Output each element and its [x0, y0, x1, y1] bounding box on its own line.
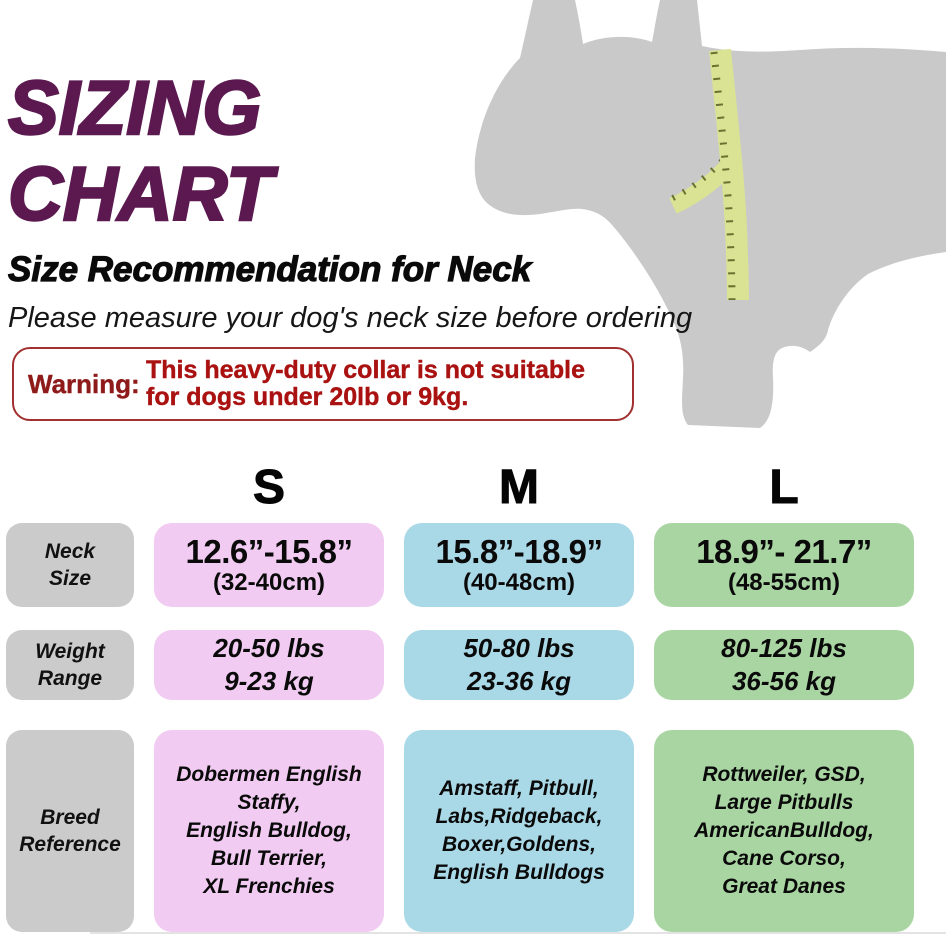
breed-line: Boxer,Goldens, — [441, 833, 597, 856]
breed-line: Bull Terrier, — [211, 847, 327, 870]
breed-cell-m: Amstaff, Pitbull, Labs,Ridgeback, Boxer,… — [404, 730, 634, 932]
column-header-m: M — [499, 461, 540, 515]
breed-line: Rottweiler, GSD, — [702, 763, 866, 786]
breed-line: AmericanBulldog, — [694, 819, 874, 842]
row-label-line: Reference — [19, 833, 121, 856]
dog-illustration — [430, 0, 946, 436]
french-bulldog-icon — [474, 0, 946, 428]
weight-lbs: 20-50 lbs — [213, 633, 325, 663]
page-title-line1: SIZING — [7, 65, 263, 153]
breed-cell-s: Dobermen English Staffy, English Bulldog… — [154, 730, 384, 932]
dog-silhouette — [474, 0, 946, 428]
breed-line: Cane Corso, — [722, 847, 846, 870]
breed-line: Large Pitbulls — [714, 791, 854, 814]
weight-lbs: 50-80 lbs — [463, 633, 575, 663]
header-spacer — [6, 460, 134, 515]
measure-instruction: Please measure your dog's neck size befo… — [8, 302, 693, 334]
breed-line: Great Danes — [722, 875, 846, 898]
weight-kg: 36-56 kg — [731, 666, 837, 696]
weight-cell-l: 80-125 lbs 36-56 kg — [654, 630, 914, 700]
neck-size-inches: 18.9”- 21.7” — [696, 533, 872, 570]
warning-message-line2: for dogs under 20lb or 9kg. — [146, 383, 469, 411]
neck-size-cell-l: 18.9”- 21.7” (48-55cm) — [654, 523, 914, 607]
warning-label: Warning: — [28, 368, 140, 399]
sizing-table: S M L Neck Size 12.6”-15.8” (32-40cm) 15… — [6, 460, 914, 934]
warning-message: This heavy-duty collar is not suitable f… — [146, 356, 585, 411]
measuring-tape-icon — [709, 48, 749, 301]
breed-line: Dobermen English — [176, 763, 362, 786]
neck-size-inches: 12.6”-15.8” — [185, 533, 353, 570]
row-label-line: Range — [37, 667, 103, 690]
breed-line: XL Frenchies — [203, 875, 335, 898]
row-label-breed-reference: Breed Reference — [6, 730, 134, 932]
bottom-divider — [90, 932, 946, 934]
weight-lbs: 80-125 lbs — [721, 633, 847, 663]
weight-cell-s: 20-50 lbs 9-23 kg — [154, 630, 384, 700]
row-label-line: Neck — [44, 540, 96, 563]
neck-size-cm: (32-40cm) — [212, 569, 326, 596]
neck-size-cell-m: 15.8”-18.9” (40-48cm) — [404, 523, 634, 607]
neck-size-cm: (48-55cm) — [727, 569, 841, 596]
row-label-line: Size — [48, 567, 92, 590]
breed-line: Staffy, — [237, 791, 301, 814]
row-label-line: Weight — [35, 640, 105, 663]
row-label-line: Breed — [40, 806, 100, 829]
weight-kg: 23-36 kg — [466, 666, 572, 696]
breed-line: English Bulldog, — [186, 819, 352, 842]
row-label-weight-range: Weight Range — [6, 630, 134, 700]
warning-box: Warning: This heavy-duty collar is not s… — [12, 347, 634, 421]
weight-cell-m: 50-80 lbs 23-36 kg — [404, 630, 634, 700]
weight-range-row: Weight Range 20-50 lbs 9-23 kg 50-80 lbs… — [6, 630, 914, 700]
breed-line: Labs,Ridgeback, — [435, 805, 603, 828]
breed-line: Amstaff, Pitbull, — [439, 777, 599, 800]
warning-message-line1: This heavy-duty collar is not suitable — [146, 356, 585, 384]
neck-size-row: Neck Size 12.6”-15.8” (32-40cm) 15.8”-18… — [6, 523, 914, 607]
neck-size-cm: (40-48cm) — [462, 569, 576, 596]
column-header-l: L — [769, 461, 799, 515]
row-label-neck-size: Neck Size — [6, 523, 134, 607]
breed-line: English Bulldogs — [433, 861, 605, 884]
page-subtitle: Size Recommendation for Neck — [7, 249, 532, 289]
column-header-s: S — [252, 461, 285, 515]
size-header-row: S M L — [6, 460, 914, 515]
breed-reference-row: Breed Reference Dobermen English Staffy,… — [6, 730, 914, 932]
weight-kg: 9-23 kg — [224, 666, 314, 696]
neck-size-cell-s: 12.6”-15.8” (32-40cm) — [154, 523, 384, 607]
page-title-line2: CHART — [7, 151, 274, 239]
breed-cell-l: Rottweiler, GSD, Large Pitbulls American… — [654, 730, 914, 932]
page-title: SIZING CHART — [7, 65, 274, 239]
measuring-tape-ticks — [710, 51, 736, 301]
neck-size-inches: 15.8”-18.9” — [435, 533, 603, 570]
